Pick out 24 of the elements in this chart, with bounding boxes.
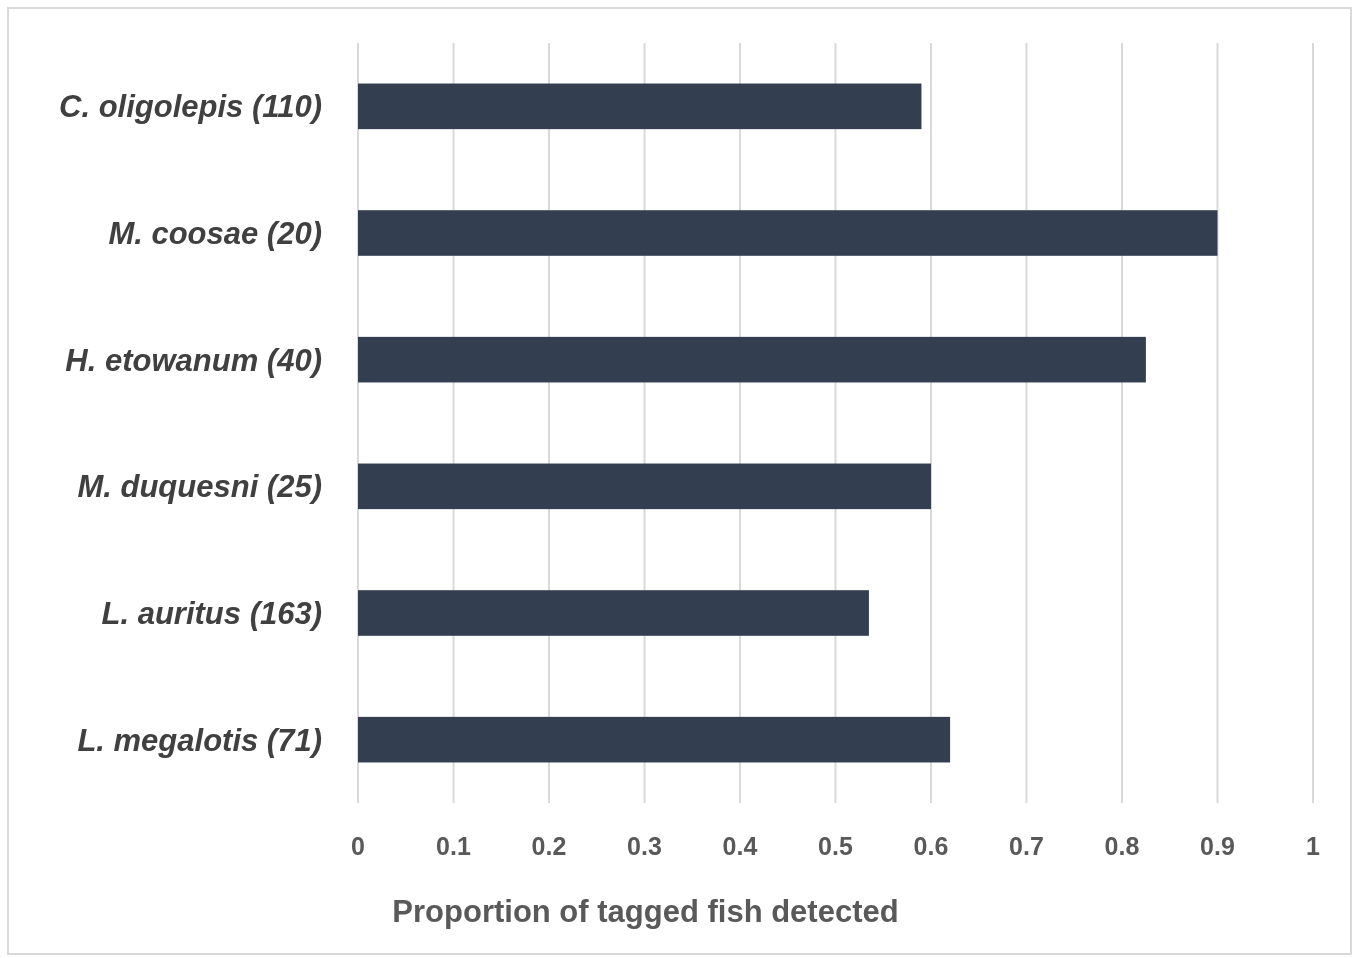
y-tick-label: H. etowanum (40) bbox=[65, 342, 322, 378]
x-tick-label: 0.3 bbox=[627, 832, 662, 860]
bar bbox=[358, 716, 951, 763]
y-tick-label: L. auritus (163) bbox=[101, 595, 322, 631]
x-tick-label: 0.8 bbox=[1104, 832, 1140, 860]
x-tick-label: 1 bbox=[1306, 832, 1321, 860]
x-tick-label: 0.7 bbox=[1009, 832, 1044, 860]
y-tick-label: M. coosae (20) bbox=[108, 215, 322, 251]
bar bbox=[358, 210, 1218, 256]
x-tick-label: 0.1 bbox=[436, 832, 471, 860]
x-tick-label: 0.9 bbox=[1200, 832, 1235, 860]
bar bbox=[358, 336, 1146, 383]
x-tick-label: 0.6 bbox=[913, 832, 949, 860]
y-tick-label: M. duquesni (25) bbox=[77, 469, 322, 505]
y-tick-label: C. oligolepis (110) bbox=[59, 89, 322, 125]
y-tick-label: L. megalotis (71) bbox=[77, 722, 322, 758]
x-axis-title: Proportion of tagged fish detected bbox=[392, 894, 899, 929]
x-tick-label: 0.2 bbox=[531, 832, 567, 860]
bar bbox=[358, 463, 931, 510]
x-tick-label: 0.5 bbox=[818, 832, 853, 860]
bar bbox=[358, 83, 922, 130]
x-tick-label: 0.4 bbox=[722, 832, 758, 860]
bar bbox=[358, 590, 869, 636]
x-tick-label: 0 bbox=[351, 832, 365, 860]
